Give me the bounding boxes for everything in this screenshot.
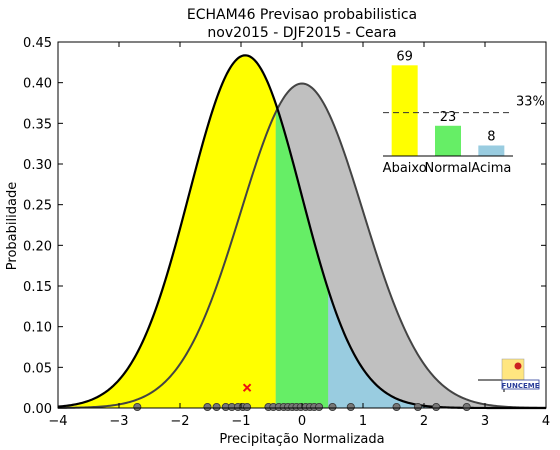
inset-bar (478, 145, 505, 156)
y-tick-label: 0.30 (23, 158, 52, 173)
y-tick-label: 0.20 (23, 239, 52, 254)
x-tick-label: −1 (231, 414, 250, 429)
ensemble-member-point (462, 402, 471, 411)
y-tick-label: 0.00 (23, 402, 52, 417)
climatology-curve (57, 82, 547, 409)
ensemble-member-point (392, 402, 401, 411)
ensemble-member-point (432, 402, 441, 411)
category-probability-inset: 69 Abaixo 23 Normal 8 Acima 33% (383, 49, 545, 176)
ensemble-member-point (328, 402, 337, 411)
chart-subtitle: nov2015 - DJF2015 - Ceara (207, 25, 396, 41)
x-tick-label: 4 (542, 414, 550, 429)
chart-title: ECHAM46 Previsao probabilistica (187, 7, 417, 23)
x-tick-label: −4 (48, 414, 67, 429)
y-tick-label: 0.10 (23, 321, 52, 336)
ensemble-member-point (413, 402, 422, 411)
funceme-logo: FUNCEME (478, 358, 540, 392)
x-tick-label: 1 (359, 414, 367, 429)
inset-bar (435, 125, 461, 156)
plot-area: −4 −3 −2 −1 0 1 2 3 40.000.050.100.150.200.250.3… (23, 36, 550, 429)
logo-text: FUNCEME (502, 382, 540, 390)
inset-bar (391, 65, 418, 156)
above-normal-area (328, 289, 546, 408)
y-tick-label: 0.35 (23, 117, 52, 132)
x-tick-label: −2 (170, 414, 189, 429)
inset-reference-label: 33% (516, 95, 545, 110)
inset-bar-value: 23 (440, 110, 457, 125)
inset-category-label: Acima (471, 161, 511, 176)
inset-bar-value: 69 (396, 49, 413, 64)
x-tick-label: 0 (298, 414, 306, 429)
inset-category-label: Normal (424, 161, 471, 176)
ensemble-member-point (243, 402, 252, 411)
ensemble-mean-marker (242, 383, 252, 392)
y-tick-label: 0.25 (23, 199, 52, 214)
below-normal-area (58, 55, 276, 408)
ensemble-member-point (212, 402, 221, 411)
x-tick-label: 2 (420, 414, 428, 429)
x-tick-label: −3 (109, 414, 128, 429)
ensemble-mean-stroke (242, 383, 252, 392)
y-tick-label: 0.45 (23, 36, 52, 51)
y-tick-label: 0.05 (23, 361, 52, 376)
y-tick-label: 0.40 (23, 77, 52, 92)
ensemble-member-point (315, 402, 324, 411)
x-axis-label: Precipitação Normalizada (219, 432, 384, 447)
x-tick-label: 3 (481, 414, 489, 429)
y-axis-label: Probabilidade (5, 182, 20, 270)
inset-category-label: Abaixo (383, 161, 427, 176)
ensemble-member-point (203, 402, 212, 411)
normal-area (275, 103, 329, 408)
ensemble-member-point (133, 402, 142, 411)
ensemble-member-point (346, 402, 355, 411)
y-tick-label: 0.15 (23, 280, 52, 295)
inset-bar-value: 8 (487, 129, 495, 144)
